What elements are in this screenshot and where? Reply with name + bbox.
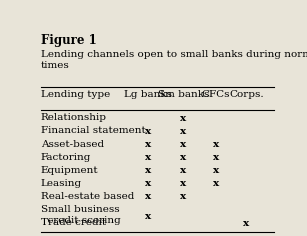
Text: Asset-based: Asset-based: [41, 139, 104, 148]
Text: x: x: [181, 127, 187, 136]
Text: x: x: [181, 140, 187, 149]
Text: Leasing: Leasing: [41, 179, 82, 188]
Text: Financial statement: Financial statement: [41, 126, 146, 135]
Text: x: x: [181, 192, 187, 201]
Text: x: x: [145, 166, 151, 175]
Text: x: x: [243, 219, 250, 228]
Text: Lending type: Lending type: [41, 90, 110, 99]
Text: x: x: [212, 153, 219, 162]
Text: CFCs: CFCs: [201, 90, 230, 99]
Text: x: x: [145, 179, 151, 188]
Text: x: x: [181, 114, 187, 123]
Text: Relationship: Relationship: [41, 113, 107, 122]
Text: Figure 1: Figure 1: [41, 34, 96, 47]
Text: Trade credit: Trade credit: [41, 218, 106, 227]
Text: x: x: [145, 153, 151, 162]
Text: Lg banks: Lg banks: [124, 90, 172, 99]
Text: x: x: [181, 166, 187, 175]
Text: x: x: [145, 192, 151, 201]
Text: Small business
  credit scoring: Small business credit scoring: [41, 205, 121, 225]
Text: x: x: [145, 212, 151, 221]
Text: Equipment: Equipment: [41, 166, 98, 175]
Text: Factoring: Factoring: [41, 153, 91, 162]
Text: x: x: [181, 179, 187, 188]
Text: x: x: [212, 179, 219, 188]
Text: x: x: [181, 153, 187, 162]
Text: x: x: [145, 140, 151, 149]
Text: Lending channels open to small banks during normal
times: Lending channels open to small banks dur…: [41, 50, 307, 70]
Text: Sm banks: Sm banks: [158, 90, 209, 99]
Text: x: x: [212, 140, 219, 149]
Text: Real-estate based: Real-estate based: [41, 192, 134, 201]
Text: Corps.: Corps.: [229, 90, 264, 99]
Text: x: x: [145, 127, 151, 136]
Text: x: x: [212, 166, 219, 175]
